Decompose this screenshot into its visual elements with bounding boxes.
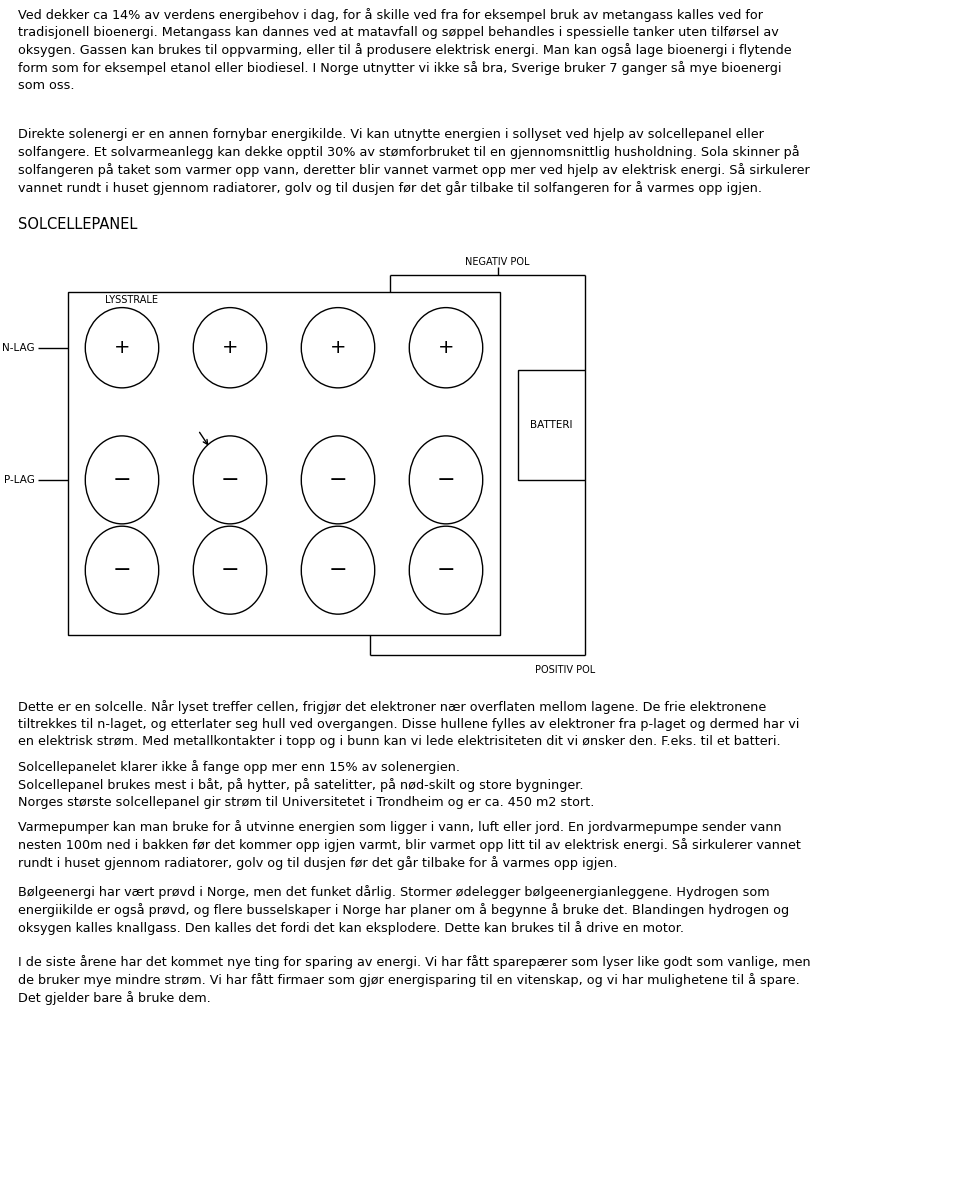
Text: Direkte solenergi er en annen fornybar energikilde. Vi kan utnytte energien i so: Direkte solenergi er en annen fornybar e… [18,128,809,196]
Ellipse shape [193,308,267,387]
Text: −: − [221,561,239,581]
Text: −: − [437,561,455,581]
Bar [518,370,585,480]
Text: +: + [113,338,131,357]
Text: NEGATIV POL: NEGATIV POL [466,257,530,267]
Text: SOLCELLEPANEL: SOLCELLEPANEL [18,217,137,232]
Text: −: − [112,561,132,581]
Text: I de siste årene har det kommet nye ting for sparing av energi. Vi har fått spar: I de siste årene har det kommet nye ting… [18,955,810,1005]
Text: Bølgeenergi har vært prøvd i Norge, men det funket dårlig. Stormer ødelegger bøl: Bølgeenergi har vært prøvd i Norge, men … [18,885,789,935]
Ellipse shape [409,308,483,387]
Ellipse shape [409,526,483,614]
Ellipse shape [301,308,374,387]
Text: +: + [329,338,347,357]
Text: +: + [438,338,454,357]
Ellipse shape [193,436,267,524]
Text: Ved dekker ca 14% av verdens energibehov i dag, for å skille ved fra for eksempe: Ved dekker ca 14% av verdens energibehov… [18,8,792,92]
Text: −: − [437,470,455,489]
Text: −: − [221,470,239,489]
Text: −: − [328,470,348,489]
Ellipse shape [301,526,374,614]
Ellipse shape [85,436,158,524]
Ellipse shape [301,436,374,524]
Text: Solcellepanelet klarer ikke å fange opp mer enn 15% av solenergien.
Solcellepane: Solcellepanelet klarer ikke å fange opp … [18,760,594,809]
Ellipse shape [85,308,158,387]
Text: P-LAG: P-LAG [4,475,35,485]
Text: Dette er en solcelle. Når lyset treffer cellen, frigjør det elektroner nær overf: Dette er en solcelle. Når lyset treffer … [18,700,800,748]
Text: LYSSTRALE: LYSSTRALE [105,295,158,305]
Text: −: − [328,561,348,581]
Text: POSITIV POL: POSITIV POL [535,665,595,675]
Ellipse shape [85,526,158,614]
Text: BATTERI: BATTERI [530,419,573,430]
Text: −: − [112,470,132,489]
Text: +: + [222,338,238,357]
Ellipse shape [409,436,483,524]
Bar [68,292,500,635]
Text: N-LAG: N-LAG [2,342,35,353]
Ellipse shape [193,526,267,614]
Text: Varmepumper kan man bruke for å utvinne energien som ligger i vann, luft eller j: Varmepumper kan man bruke for å utvinne … [18,820,801,870]
